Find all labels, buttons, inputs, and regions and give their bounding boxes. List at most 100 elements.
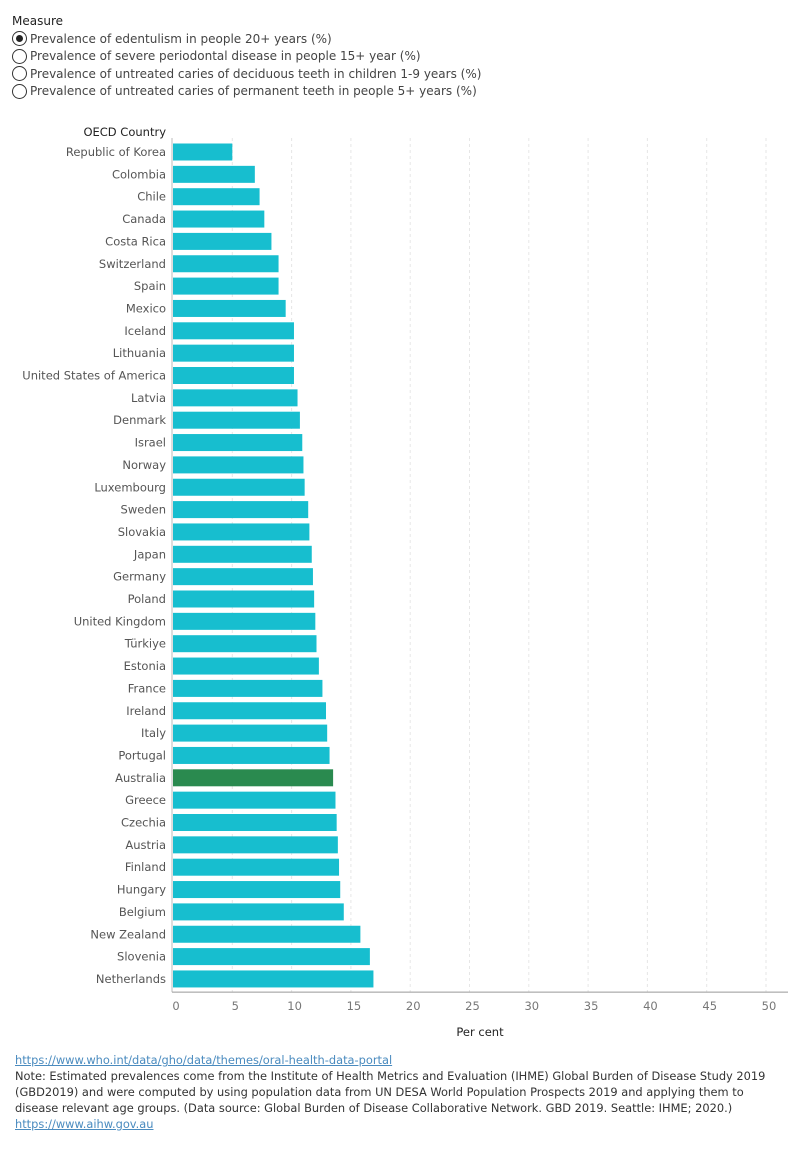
bar [173, 724, 328, 742]
bar [173, 277, 279, 295]
category-label: Costa Rica [105, 234, 166, 248]
radio-unselected-icon[interactable] [12, 48, 27, 64]
measure-title: Measure [12, 14, 63, 28]
radio-unselected-icon[interactable] [12, 66, 27, 82]
bar [173, 702, 326, 720]
x-axis-label: Per cent [456, 1025, 504, 1039]
bar [173, 299, 286, 317]
bar [173, 456, 304, 474]
measure-option-edentulism[interactable]: Prevalence of edentulism in people 20+ y… [12, 30, 481, 48]
x-tick-label: 40 [643, 999, 658, 1013]
category-label: Sweden [121, 503, 166, 517]
bar-chart: OECD Country Republic of Korea Colombia Chi… [22, 125, 788, 1039]
category-label: New Zealand [90, 927, 166, 941]
category-label: Mexico [126, 301, 166, 315]
bar [173, 635, 317, 653]
x-tick-label: 5 [232, 999, 239, 1013]
measure-option-label: Prevalence of edentulism in people 20+ y… [30, 31, 332, 46]
category-label: Finland [125, 860, 166, 874]
category-label: Portugal [118, 748, 166, 762]
bar [173, 769, 334, 787]
bar [173, 478, 305, 496]
category-label: Lithuania [113, 346, 166, 360]
measure-option-periodontal[interactable]: Prevalence of severe periodontal disease… [12, 48, 481, 66]
x-tick-label: 25 [465, 999, 480, 1013]
who-data-link[interactable]: https://www.who.int/data/gho/data/themes… [15, 1053, 393, 1067]
bar [173, 948, 370, 966]
bar [173, 657, 319, 675]
bar [173, 970, 374, 988]
category-header: OECD Country [83, 125, 166, 139]
measure-option-label: Prevalence of severe periodontal disease… [30, 49, 421, 64]
category-label: Latvia [131, 391, 166, 405]
category-label: Israel [135, 436, 166, 450]
measure-option-label: Prevalence of untreated caries of decidu… [30, 66, 482, 81]
x-tick-label: 15 [347, 999, 362, 1013]
x-tick-label: 30 [524, 999, 539, 1013]
bar [173, 165, 255, 183]
bar [173, 590, 315, 608]
bar [173, 836, 338, 854]
measure-option-label: Prevalence of untreated caries of perman… [30, 84, 477, 99]
category-label: Spain [134, 279, 166, 293]
category-label: Estonia [124, 659, 166, 673]
category-label: Austria [125, 838, 166, 852]
measure-option-permanent-caries[interactable]: Prevalence of untreated caries of perman… [12, 83, 481, 101]
category-label: Netherlands [96, 972, 166, 986]
bar [173, 188, 260, 206]
category-label: Poland [128, 592, 166, 606]
bar [173, 434, 303, 452]
bar [173, 858, 340, 876]
category-label: France [128, 681, 166, 695]
bar [173, 322, 294, 340]
x-tick-label: 10 [287, 999, 302, 1013]
category-label: Iceland [124, 324, 166, 338]
category-label: Türkiye [124, 637, 166, 651]
bar [173, 545, 312, 563]
bar [173, 746, 330, 764]
x-tick-label: 50 [762, 999, 777, 1013]
bar [173, 143, 233, 161]
bar [173, 925, 361, 943]
bar [173, 255, 279, 273]
x-tick-label: 20 [406, 999, 421, 1013]
category-label: Slovakia [118, 525, 166, 539]
category-label: Australia [115, 771, 166, 785]
bar [173, 814, 337, 831]
category-label: Italy [141, 726, 166, 740]
measure-option-deciduous-caries[interactable]: Prevalence of untreated caries of decidu… [12, 65, 481, 83]
aihw-link[interactable]: https://www.aihw.gov.au [15, 1117, 154, 1131]
x-tick-label: 35 [584, 999, 599, 1013]
category-label: Norway [122, 458, 166, 472]
category-label: Luxembourg [94, 480, 166, 494]
category-label: Canada [122, 212, 166, 226]
category-label: Hungary [117, 883, 166, 897]
category-label: Chile [137, 190, 166, 204]
bar [173, 389, 298, 407]
bar [173, 791, 336, 809]
category-label: Switzerland [99, 257, 166, 271]
bar [173, 210, 265, 228]
bar [173, 612, 316, 630]
bar [173, 903, 344, 921]
category-label: United States of America [22, 369, 166, 383]
category-label: Czechia [121, 816, 166, 830]
x-tick-label: 0 [172, 999, 179, 1013]
bar [173, 411, 300, 429]
category-label: United Kingdom [74, 614, 166, 628]
radio-unselected-icon[interactable] [12, 83, 27, 99]
x-tick-label: 45 [702, 999, 717, 1013]
bar [173, 232, 272, 250]
bar [173, 679, 323, 697]
category-label: Greece [125, 793, 166, 807]
bar [173, 367, 294, 384]
radio-selected-icon[interactable] [12, 31, 27, 47]
category-label: Belgium [119, 905, 166, 919]
category-label: Denmark [113, 413, 166, 427]
bar [173, 344, 294, 362]
bar [173, 568, 313, 586]
source-note: Note: Estimated prevalences come from th… [15, 1069, 766, 1115]
category-label: Slovenia [117, 950, 166, 964]
bar [173, 501, 309, 519]
measure-filter: Measure Prevalence of edentulism in peop… [12, 12, 481, 100]
